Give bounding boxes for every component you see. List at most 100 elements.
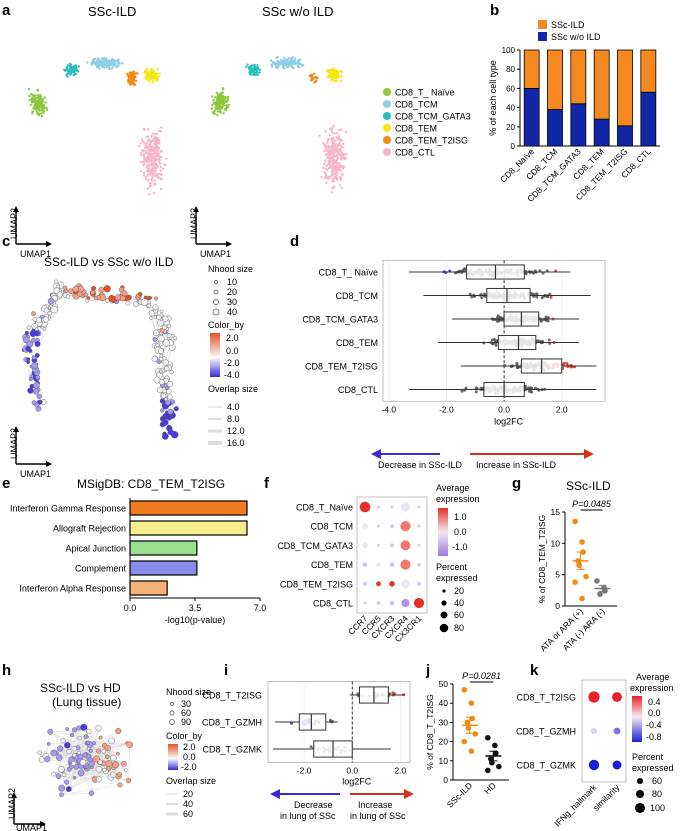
umap-cell	[156, 136, 159, 140]
umap-cell	[331, 126, 334, 130]
umap-cell	[224, 108, 227, 112]
umap-cell	[146, 164, 149, 168]
umap-cell	[144, 176, 147, 179]
graph-node	[51, 771, 56, 777]
bar-ssc-wo	[593, 118, 610, 147]
nhood-size-c-2: 30	[227, 297, 237, 307]
umap-cell	[131, 79, 134, 82]
umap-cell	[325, 181, 328, 184]
row-label: CD8_T_T2ISG	[516, 693, 576, 703]
swarm-point	[480, 296, 484, 300]
graph-node	[44, 756, 51, 763]
umap-cell	[154, 172, 157, 175]
umap-cell	[325, 164, 328, 168]
umap-cell	[39, 95, 42, 98]
legend-label-ssc-ild: SSc-ILD	[551, 20, 585, 30]
swarm-point	[464, 386, 468, 390]
row-label: CD8_T_Naïve	[296, 503, 353, 513]
umap-cell	[105, 66, 109, 69]
x-tick-label: 2.0	[394, 766, 406, 776]
swarm-point	[534, 386, 537, 390]
group-label: HD	[482, 780, 498, 796]
umap-cell	[323, 170, 326, 174]
umap-cell	[324, 130, 327, 133]
graph-node	[71, 761, 77, 767]
umap-cell	[254, 66, 257, 70]
expression-dot	[390, 524, 394, 529]
panel-i: CD8_T_T2ISG CD8_T_GZMH CD8_T_GZMK -2.0 0.0 2.…	[202, 681, 414, 821]
data-point	[579, 539, 585, 545]
expression-dot	[417, 581, 421, 586]
umap-cell	[214, 96, 217, 99]
graph-node	[151, 356, 158, 363]
umap-cell	[282, 56, 285, 59]
graph-node	[95, 776, 102, 783]
graph-node	[53, 287, 60, 294]
umap-cell	[334, 154, 338, 158]
umap-cell	[148, 139, 151, 142]
umap-cell	[75, 69, 78, 72]
umap-cell	[345, 152, 348, 155]
y-tick-label: 0	[511, 142, 516, 151]
umap-cell	[45, 108, 49, 112]
graph-node	[37, 750, 43, 756]
row-label: CD8_TCM	[310, 522, 353, 532]
umap-cell	[342, 142, 345, 146]
umap-cell	[105, 57, 108, 60]
graph-node	[108, 294, 116, 302]
graph-node	[162, 324, 168, 330]
panel-letter-j: j	[425, 662, 430, 679]
graph-node	[83, 734, 89, 740]
umap-cell	[148, 185, 151, 188]
umap-cell	[211, 111, 214, 114]
swarm-point	[540, 319, 543, 323]
expression-dot	[390, 543, 394, 548]
graph-edge	[88, 745, 105, 749]
graph-node	[96, 748, 102, 754]
umap-cell	[154, 182, 157, 186]
graph-node	[166, 333, 172, 338]
umap-cell	[258, 71, 261, 74]
umap-cell	[155, 158, 158, 161]
graph-edge	[79, 737, 101, 739]
category-label: Allograft Rejection	[53, 524, 126, 534]
y-tick-label: 20	[506, 123, 515, 132]
data-point	[468, 748, 475, 754]
umap-right-axes: UMAP2 UMAP1	[189, 206, 232, 259]
swarm-point	[515, 366, 519, 370]
graph-node	[65, 786, 72, 792]
umap-left-title: SSc-ILD	[88, 4, 136, 19]
umap-c-axes: UMAP2 UMAP1	[9, 426, 52, 479]
umap-cell	[330, 128, 333, 132]
expression-dot	[400, 502, 411, 512]
umap-cell	[329, 73, 333, 76]
graph-edge	[117, 753, 129, 781]
graph-node	[162, 359, 169, 366]
umap-cell	[158, 158, 161, 161]
graph-node	[167, 408, 174, 415]
umap-cell	[255, 70, 259, 74]
umap-cell	[140, 153, 143, 157]
graph-node	[79, 759, 87, 766]
nhood-size-c-0: 10	[227, 277, 237, 287]
graph-node	[98, 286, 105, 293]
graph-node	[47, 297, 55, 305]
umap-cell	[329, 149, 332, 152]
umap-cell	[158, 72, 161, 75]
plot-frame	[581, 679, 627, 783]
graph-node	[159, 354, 164, 358]
graph-node	[166, 424, 172, 429]
umap-right-title: SSc w/o ILD	[262, 4, 334, 19]
panel-c-title: SSc-ILD vs SSc w/o ILD	[44, 255, 174, 269]
umap-cell	[139, 142, 143, 145]
data-point	[594, 578, 600, 584]
graph-node	[140, 298, 149, 306]
umap-cell	[144, 145, 147, 148]
legend-label: CD8_TEM_T2ISG	[395, 136, 468, 146]
overlap-size-c-1: 8.0	[227, 414, 240, 424]
graph-node	[56, 754, 63, 761]
umap-cell	[157, 160, 161, 163]
category-label: CD8_TEM_T2ISG	[305, 362, 378, 372]
